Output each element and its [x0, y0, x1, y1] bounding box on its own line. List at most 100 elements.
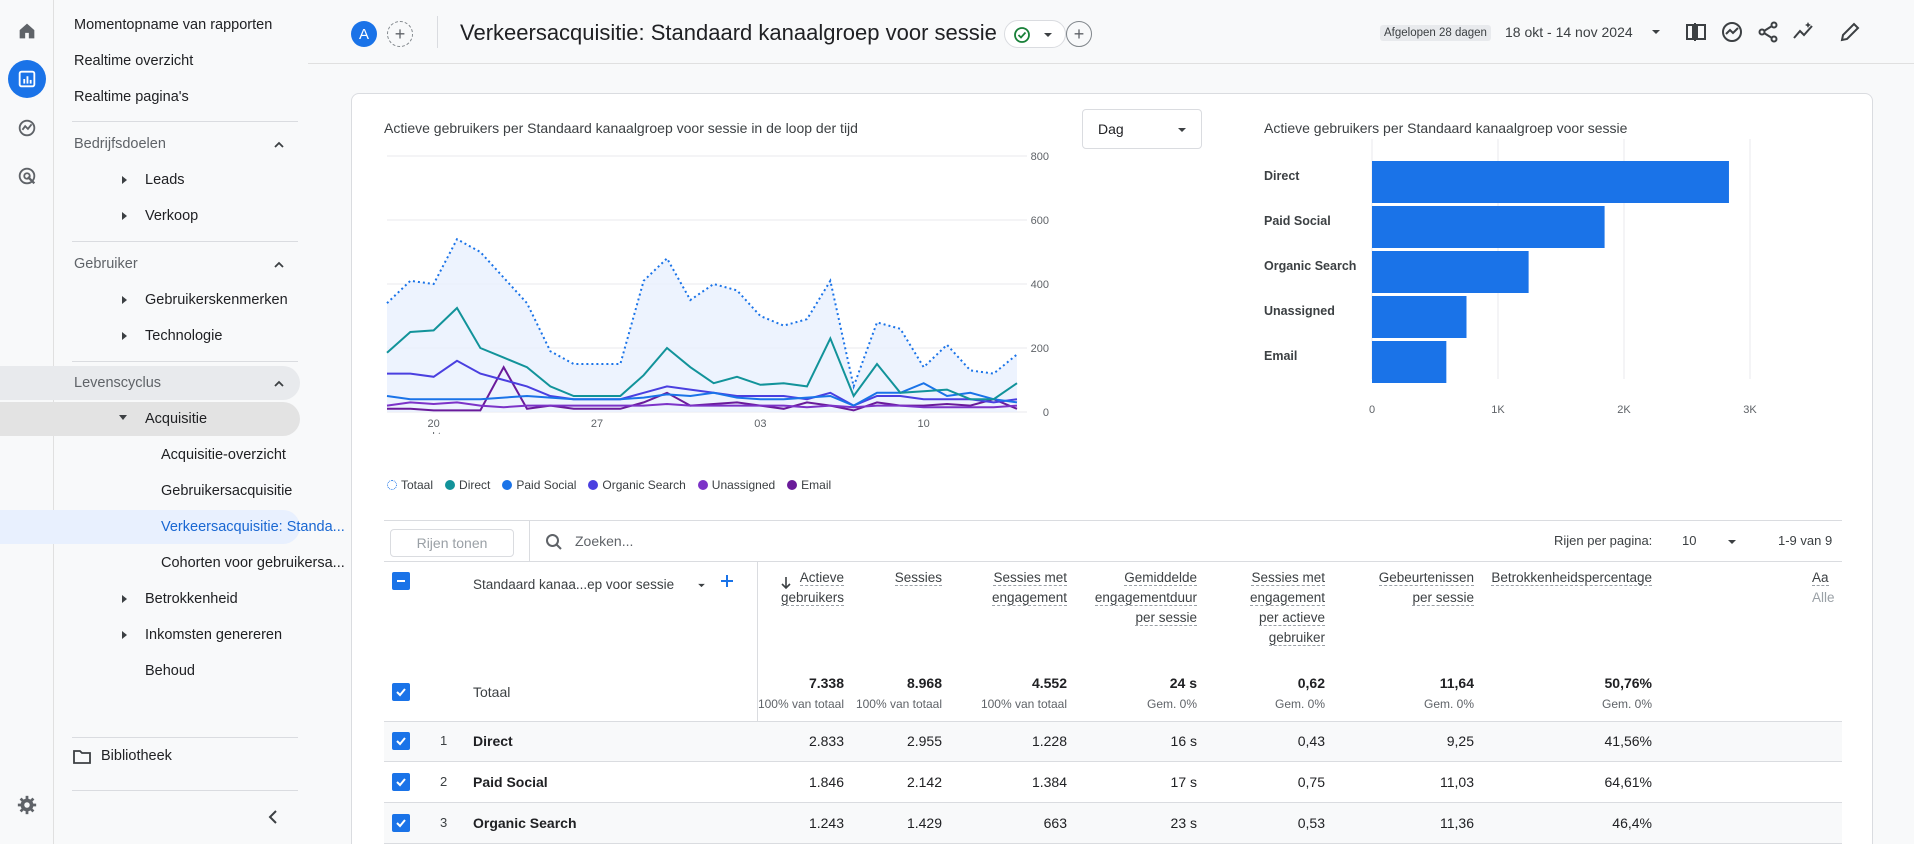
cell: 2.833: [808, 733, 844, 749]
rows-per-page-select[interactable]: 10: [1682, 533, 1697, 548]
edit-icon[interactable]: [1838, 20, 1862, 44]
header-line: Gebeurtenissen: [1378, 570, 1474, 586]
select-all-checkbox[interactable]: [392, 572, 410, 590]
bar-chart-title: Actieve gebruikers per Standaard kanaalg…: [1264, 120, 1628, 136]
nav-item-sales[interactable]: Verkoop: [145, 208, 199, 224]
report-status-dropdown[interactable]: [1004, 20, 1066, 48]
legend-item-unassigned[interactable]: Unassigned: [697, 478, 775, 492]
y-tick-label: 600: [1031, 215, 1049, 227]
divider: [529, 521, 530, 561]
advertising-icon[interactable]: [8, 157, 46, 195]
nav-item-acquisition[interactable]: Acquisitie: [145, 411, 208, 427]
insights-icon[interactable]: [1720, 20, 1744, 44]
expand-arrow-icon: [122, 176, 127, 184]
collapse-nav-icon[interactable]: [266, 808, 280, 826]
total-label: Totaal: [473, 684, 511, 700]
y-tick-label: 0: [1043, 407, 1049, 419]
col-header-engaged-per-user[interactable]: Sessies met engagement per actieve gebruike…: [1207, 568, 1325, 648]
chevron-up-icon: [274, 261, 284, 268]
row-checkbox[interactable]: [392, 732, 410, 750]
table-row[interactable]: [384, 721, 1842, 762]
nav-item-monetization[interactable]: Inkomsten genereren: [145, 627, 283, 643]
table-row[interactable]: [384, 762, 1842, 803]
nav-item-realtime-overview[interactable]: Realtime overzicht: [74, 53, 194, 69]
cell: 1.384: [1031, 774, 1067, 790]
series-line-direct: [386, 306, 1018, 401]
nav-item-snapshot[interactable]: Momentopname van rapporten: [74, 17, 273, 33]
x-tick-label: 20: [428, 418, 440, 430]
caret-down-icon[interactable]: [697, 583, 706, 588]
col-header-active-users[interactable]: Actieve gebruikers: [772, 568, 844, 608]
col-header-events-per-session[interactable]: Gebeurtenissen per sessie: [1332, 568, 1474, 608]
col-header-engaged-sessions[interactable]: Sessies met engagement: [952, 568, 1067, 608]
trend-icon[interactable]: [1792, 20, 1816, 44]
sort-down-icon[interactable]: [780, 576, 792, 590]
nav-item-technology[interactable]: Technologie: [145, 328, 223, 344]
row-checkbox[interactable]: [392, 814, 410, 832]
bar-direct: [1372, 161, 1729, 203]
compare-icon[interactable]: [1684, 20, 1708, 44]
caret-down-icon[interactable]: [1727, 539, 1737, 545]
report-header: A + Verkeersacquisitie: Standaard kanaal…: [308, 0, 1914, 64]
cell: 1.228: [1031, 733, 1067, 749]
check-circle-icon: [1014, 27, 1030, 43]
nav-item-user-attributes[interactable]: Gebruikerskenmerken: [145, 292, 288, 308]
legend-label: Paid Social: [516, 478, 577, 492]
add-comparison-icon[interactable]: +: [387, 21, 413, 47]
explore-icon[interactable]: [8, 109, 46, 147]
nav-item-acquisition-overview[interactable]: Acquisitie-overzicht: [161, 447, 286, 463]
expand-arrow-icon: [122, 212, 127, 220]
nav-item-realtime-pages[interactable]: Realtime pagina's: [74, 89, 189, 105]
nav-item-engagement[interactable]: Betrokkenheid: [145, 591, 238, 607]
add-filter-icon[interactable]: +: [1066, 21, 1092, 47]
line-chart-title: Actieve gebruikers per Standaard kanaalg…: [384, 120, 858, 136]
add-dimension-icon[interactable]: [720, 574, 734, 588]
comparison-avatar[interactable]: A: [351, 21, 377, 47]
cell: 2.142: [906, 774, 942, 790]
dimension-header[interactable]: Standaard kanaa...ep voor sessie: [473, 577, 675, 592]
legend-item-direct[interactable]: Direct: [445, 478, 490, 492]
share-icon[interactable]: [1756, 20, 1780, 44]
caret-down-icon: [1178, 128, 1186, 132]
legend-item-email[interactable]: Email: [787, 478, 831, 492]
reports-icon[interactable]: [8, 60, 46, 98]
date-range-picker[interactable]: 18 okt - 14 nov 2024: [1505, 24, 1633, 40]
total-checkbox[interactable]: [392, 683, 410, 701]
row-checkbox[interactable]: [392, 773, 410, 791]
col-header-truncated[interactable]: Aa Alle: [1812, 568, 1842, 608]
nav-item-leads[interactable]: Leads: [145, 172, 185, 188]
nav-item-user-acquisition[interactable]: Gebruikersacquisitie: [161, 483, 293, 499]
total-value: 11,64: [1439, 675, 1474, 691]
legend-item-organic-search[interactable]: Organic Search: [588, 478, 686, 492]
chevron-up-icon: [274, 141, 284, 148]
col-header-avg-engagement[interactable]: Gemiddelde engagementduur per sessie: [1072, 568, 1197, 628]
bar-email: [1372, 341, 1447, 383]
search-input[interactable]: Zoeken...: [575, 533, 634, 549]
nav-section-business-goals[interactable]: Bedrijfsdoelen: [74, 136, 296, 152]
row-number: 1: [440, 733, 448, 748]
divider: [72, 790, 298, 791]
bar-unassigned: [1372, 296, 1467, 338]
nav-section-lifecycle[interactable]: Levenscyclus: [74, 375, 296, 391]
x-tick-label: 10: [918, 418, 930, 430]
x-tick-month: nov: [751, 431, 769, 434]
nav-item-traffic-acquisition[interactable]: Verkeersacquisitie: Standa...: [161, 519, 345, 535]
header-line: Actieve: [799, 570, 844, 586]
nav-item-retention[interactable]: Behoud: [145, 663, 195, 679]
settings-icon[interactable]: [8, 786, 46, 824]
nav-item-library[interactable]: Bibliotheek: [101, 748, 172, 764]
total-value: 4.552: [1031, 675, 1067, 691]
caret-down-icon[interactable]: [1651, 29, 1661, 35]
granularity-value: Dag: [1098, 121, 1124, 137]
legend-item-totaal[interactable]: Totaal: [387, 478, 433, 492]
legend-item-paid-social[interactable]: Paid Social: [502, 478, 576, 492]
col-header-engagement-rate[interactable]: Betrokkenheidspercentage: [1482, 568, 1652, 588]
col-header-sessions[interactable]: Sessies: [852, 568, 942, 588]
header-line: engagement: [1249, 590, 1325, 606]
nav-section-user[interactable]: Gebruiker: [74, 256, 296, 272]
caret-down-icon: [1044, 33, 1052, 37]
granularity-select[interactable]: Dag: [1082, 109, 1202, 149]
nav-item-cohorts[interactable]: Cohorten voor gebruikersa...: [161, 555, 345, 571]
show-rows-button[interactable]: Rijen tonen: [390, 529, 514, 557]
home-icon[interactable]: [8, 12, 46, 50]
